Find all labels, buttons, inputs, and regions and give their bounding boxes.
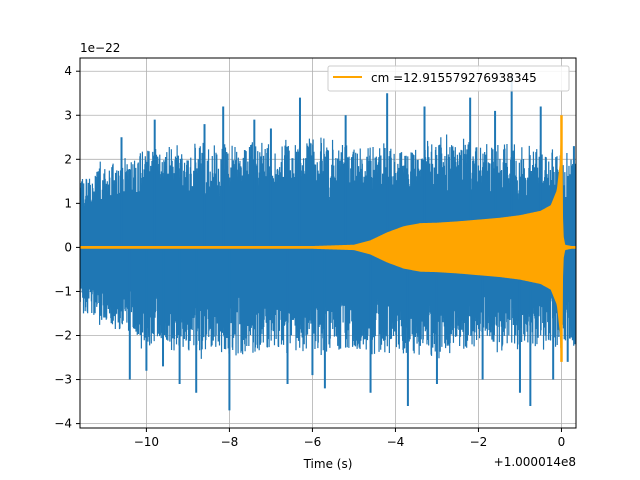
x-tick-label: −6 bbox=[304, 435, 322, 449]
x-tick-label: −4 bbox=[387, 435, 405, 449]
y-tick-label: −2 bbox=[54, 329, 72, 343]
y-tick-label: 2 bbox=[64, 152, 72, 166]
y-scale-label: 1e−22 bbox=[80, 41, 120, 55]
y-tick-label: 0 bbox=[64, 240, 72, 254]
y-tick-label: −1 bbox=[54, 284, 72, 298]
legend: cm =12.915579276938345 bbox=[327, 65, 570, 92]
y-tick-label: −4 bbox=[54, 417, 72, 431]
plot-area bbox=[80, 75, 576, 411]
noise-series-line bbox=[80, 134, 576, 359]
x-offset-label: +1.000014e8 bbox=[494, 455, 576, 469]
y-tick-label: 1 bbox=[64, 196, 72, 210]
axes-frame bbox=[79, 57, 577, 429]
x-tick-label: −2 bbox=[470, 435, 488, 449]
legend-box bbox=[327, 65, 570, 92]
y-tick-label: 3 bbox=[64, 108, 72, 122]
y-tick-label: 4 bbox=[64, 64, 72, 78]
x-tick-label: −10 bbox=[134, 435, 159, 449]
x-tick-label: −8 bbox=[221, 435, 239, 449]
axes-border bbox=[79, 57, 577, 429]
x-axis-label: Time (s) bbox=[303, 457, 353, 471]
x-tick-label: 0 bbox=[558, 435, 566, 449]
chirp-envelope bbox=[80, 139, 576, 356]
y-tick-label: −3 bbox=[54, 373, 72, 387]
legend-label: cm =12.915579276938345 bbox=[371, 71, 537, 85]
